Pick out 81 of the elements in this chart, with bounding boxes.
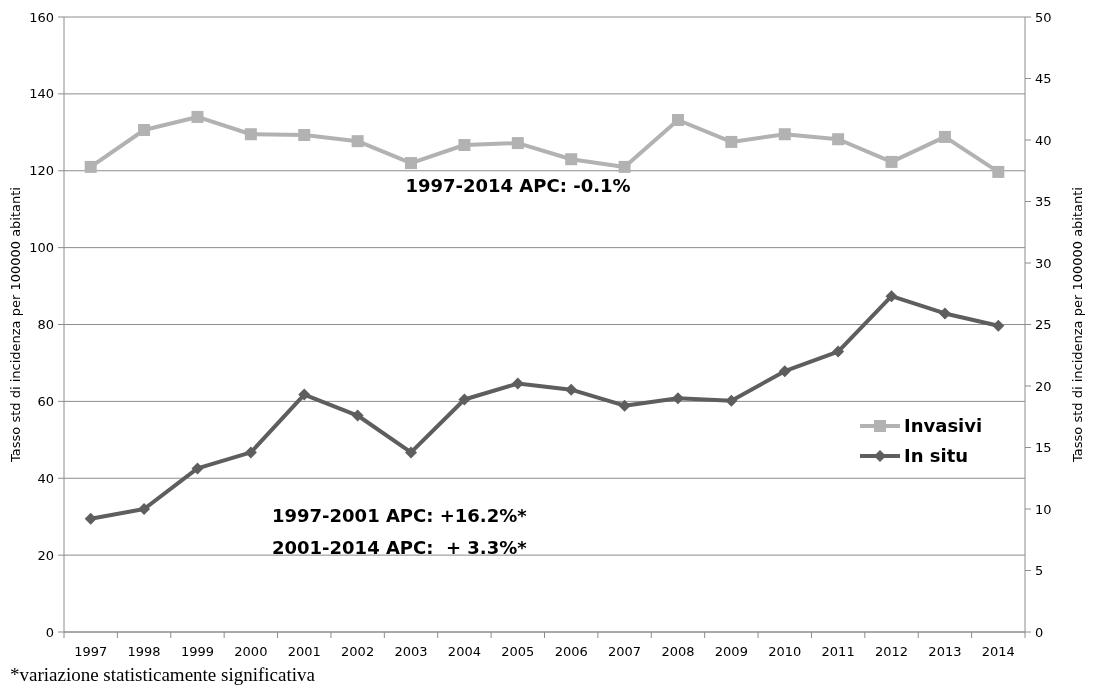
point [351,135,364,148]
point [298,388,311,401]
x-tick-label: 2009 [714,644,748,659]
y-tick-label: 140 [29,86,54,102]
point [725,135,738,148]
point [138,124,151,137]
y2-tick-label: 30 [1035,255,1052,271]
point [191,462,204,475]
legend-label: In situ [904,445,969,467]
point [511,137,524,150]
y-tick-label: 160 [29,9,54,25]
annotation: 1997-2001 APC: +16.2%* [272,505,528,526]
y2-tick-label: 40 [1035,132,1052,148]
point [885,155,898,168]
point [778,128,791,141]
point [992,165,1005,178]
point [778,365,791,378]
point [298,129,311,141]
y2-tick-label: 5 [1035,563,1044,579]
x-tick-label: 2012 [874,644,909,659]
x-tick-label: 2002 [341,644,375,659]
point [725,394,738,407]
point [84,160,97,173]
y-tick-label: 60 [37,393,54,409]
point [992,319,1005,332]
y2-tick-label: 35 [1035,194,1052,210]
point [84,512,97,525]
point [191,110,204,123]
point [244,446,257,459]
y-tick-label: 100 [29,240,54,256]
point [458,139,471,151]
point [618,160,631,173]
x-tick-label: 2001 [287,644,321,659]
y2-tick-label: 15 [1035,440,1052,456]
point [832,133,845,146]
x-tick-label: 2010 [768,644,802,659]
y-tick-label: 80 [37,317,54,333]
point [671,114,684,127]
x-tick-label: 2008 [661,644,695,659]
x-tick-label: 2014 [981,644,1015,659]
point [511,377,524,390]
x-tick-label: 2011 [821,644,855,659]
point [458,393,471,406]
y2-axis-title: Tasso std di incidenza per 100000 abitanti [1070,187,1085,463]
x-tick-label: 2007 [608,644,642,659]
x-tick-label: 1999 [180,644,215,659]
point [885,290,898,303]
x-tick-label: 1997 [74,644,108,659]
point [351,409,364,422]
x-tick-label: 2013 [928,644,962,659]
x-tick-label: 2000 [234,644,268,659]
y2-tick-label: 45 [1035,71,1052,87]
point [938,307,951,320]
y2-tick-label: 10 [1035,501,1052,517]
y-axis-title: Tasso std di incidenza per 100000 abitanti [8,187,23,463]
y2-tick-label: 20 [1035,378,1052,394]
annotation: 1997-2014 APC: -0.1% [405,175,631,196]
point [405,157,418,170]
x-tick-label: 2006 [554,644,588,659]
x-tick-label: 2004 [447,644,481,659]
x-tick-label: 1998 [127,644,161,659]
y-tick-label: 40 [37,470,54,486]
point [832,345,845,358]
y-tick-label: 20 [37,547,54,563]
point [244,128,257,141]
y2-tick-label: 0 [1035,624,1044,640]
point [565,153,578,166]
point [138,503,151,515]
point [565,383,578,396]
y2-tick-label: 25 [1035,317,1052,333]
x-tick-label: 2003 [394,644,428,659]
y-tick-label: 0 [45,624,54,640]
point [618,399,631,412]
y2-tick-label: 50 [1035,9,1052,25]
annotation: 2001-2014 APC: + 3.3%* [272,537,528,558]
point [405,446,418,459]
text: *variazione statisticamente significativa [10,664,316,685]
point [938,130,951,143]
x-tick-label: 2005 [501,644,535,659]
legend-label: Invasivi [904,415,983,437]
y-tick-label: 120 [29,163,54,179]
